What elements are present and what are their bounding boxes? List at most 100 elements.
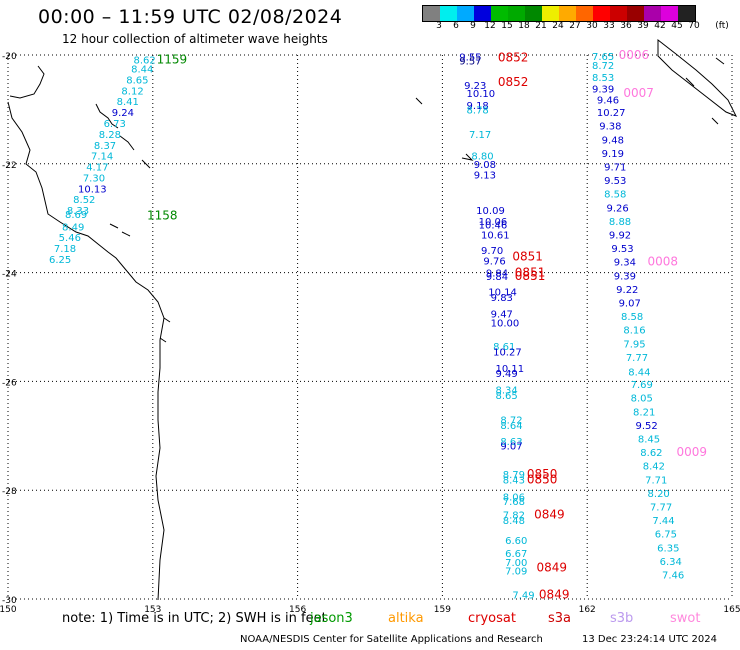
wave-height-label: 8.61 <box>493 342 515 353</box>
wave-height-label: 9.34 <box>614 258 636 269</box>
colorbar-swatch <box>474 6 491 21</box>
colorbar-swatch <box>508 6 525 21</box>
colorbar-label: 18 <box>518 21 530 31</box>
colorbar-label: 36 <box>620 21 632 31</box>
wave-height-label: 9.07 <box>500 442 522 453</box>
satellite-legend-item: s3a <box>548 611 572 626</box>
pass-time-label: 0850 <box>527 472 558 486</box>
wave-height-label: 8.34 <box>495 386 517 397</box>
wave-height-label: 6.25 <box>49 255 71 266</box>
colorbar-label: 6 <box>453 21 459 31</box>
pass-time-label: 0849 <box>539 588 570 602</box>
pass-time-label: 0006 <box>619 48 650 62</box>
colorbar-swatch <box>542 6 559 21</box>
wave-height-label: 10.10 <box>467 89 496 100</box>
wave-height-label: 8.21 <box>633 407 655 418</box>
wave-height-label: 6.73 <box>104 119 126 130</box>
wave-height-label: 8.16 <box>623 326 645 337</box>
wave-height-label: 10.14 <box>488 288 517 299</box>
wave-height-label: 6.35 <box>657 543 679 554</box>
colorbar-label: 27 <box>569 21 581 31</box>
colorbar-label: 45 <box>671 21 683 31</box>
satellite-legend-item: jason3 <box>310 611 353 626</box>
wave-height-label: 9.07 <box>619 299 641 310</box>
wave-height-label: 8.20 <box>648 489 670 500</box>
y-tick-label: -30 <box>2 596 17 606</box>
wave-height-label: 8.62 <box>640 448 662 459</box>
wave-height-label: 9.49 <box>495 369 517 380</box>
wave-height-label: 6.34 <box>660 557 682 568</box>
footer-credit: NOAA/NESDIS Center for Satellite Applica… <box>240 634 543 645</box>
data-marks: 8.628.448.658.128.419.246.738.288.377.14… <box>49 48 707 602</box>
page-subtitle: 12 hour collection of altimeter wave hei… <box>62 32 328 46</box>
wave-height-label: 8.65 <box>126 75 148 86</box>
wave-height-label: 9.57 <box>459 56 481 67</box>
wave-height-label: 8.79 <box>503 470 525 481</box>
satellite-legend-item: altika <box>388 611 424 626</box>
wave-height-label: 9.39 <box>592 85 614 96</box>
colorbar-swatch <box>610 6 627 21</box>
wave-height-label: 9.38 <box>599 122 621 133</box>
wave-height-label: 9.52 <box>635 421 657 432</box>
pass-time-label: 0850 <box>527 467 558 481</box>
wave-height-label: 9.46 <box>597 96 619 107</box>
wave-height-label: 7.46 <box>662 571 684 582</box>
wave-height-label: 7.44 <box>652 516 674 527</box>
wave-height-label: 10.61 <box>481 231 510 242</box>
wave-height-label: 7.09 <box>505 567 527 578</box>
pass-time-label: 0851 <box>512 249 543 263</box>
wave-height-label: 8.80 <box>471 152 493 163</box>
wave-height-label: 7.65 <box>592 52 614 63</box>
satellite-legend-item: cryosat <box>468 611 516 626</box>
wave-height-label: 8.72 <box>500 415 522 426</box>
wave-height-label: 9.83 <box>491 293 513 304</box>
colorbar-label: 70 <box>688 21 700 31</box>
pass-time-label: 0009 <box>676 445 707 459</box>
wave-height-label: 9.76 <box>483 257 505 268</box>
wave-height-label: 6.60 <box>505 536 527 547</box>
wave-height-label: 10.09 <box>476 206 505 217</box>
pass-time-label: 0852 <box>498 51 529 65</box>
colorbar-label: 15 <box>501 21 513 31</box>
colorbar-swatch <box>559 6 576 21</box>
y-tick-label: -24 <box>2 270 17 280</box>
colorbar-swatch <box>644 6 661 21</box>
wave-height-label: 8.69 <box>65 210 87 221</box>
pass-time-label: 0852 <box>498 75 529 89</box>
coastline <box>7 38 738 601</box>
x-tick-label: 159 <box>434 605 451 615</box>
wave-height-label: 8.63 <box>500 437 522 448</box>
wave-height-label: 8.43 <box>503 475 525 486</box>
colorbar-swatch <box>491 6 508 21</box>
grid <box>7 54 733 600</box>
wave-height-label: 8.44 <box>628 368 650 379</box>
pass-time-label: 0849 <box>534 508 565 522</box>
wave-height-label: 7.49 <box>512 591 534 602</box>
colorbar-swatch <box>440 6 457 21</box>
wave-height-label: 8.28 <box>99 130 121 141</box>
y-tick-label: -26 <box>2 378 17 388</box>
wave-height-label: 8.64 <box>500 421 522 432</box>
wave-height-label: 7.18 <box>54 244 76 255</box>
wave-height-label: 8.65 <box>495 391 517 402</box>
wave-height-label: 9.84 <box>486 269 508 280</box>
y-tick-label: -20 <box>2 52 17 62</box>
wave-height-label: 8.53 <box>592 73 614 84</box>
y-tick-label: -22 <box>2 161 17 171</box>
pass-time-label: 1159 <box>157 52 188 66</box>
wave-height-label: 9.71 <box>604 163 626 174</box>
colorbar-label: 24 <box>552 21 564 31</box>
wave-height-label: 8.42 <box>643 462 665 473</box>
wave-height-label: 8.88 <box>609 217 631 228</box>
wave-height-label: 10.27 <box>597 108 626 119</box>
wave-height-label: 7.77 <box>650 503 672 514</box>
colorbar-swatch <box>525 6 542 21</box>
wave-height-label: 7.69 <box>631 380 653 391</box>
wave-height-label: 9.48 <box>602 135 624 146</box>
wave-height-label: 8.37 <box>94 141 116 152</box>
wave-height-label: 7.00 <box>505 558 527 569</box>
wave-height-label: 8.48 <box>503 516 525 527</box>
wave-height-label: 8.05 <box>631 394 653 405</box>
wave-height-label: 4.17 <box>86 163 108 174</box>
